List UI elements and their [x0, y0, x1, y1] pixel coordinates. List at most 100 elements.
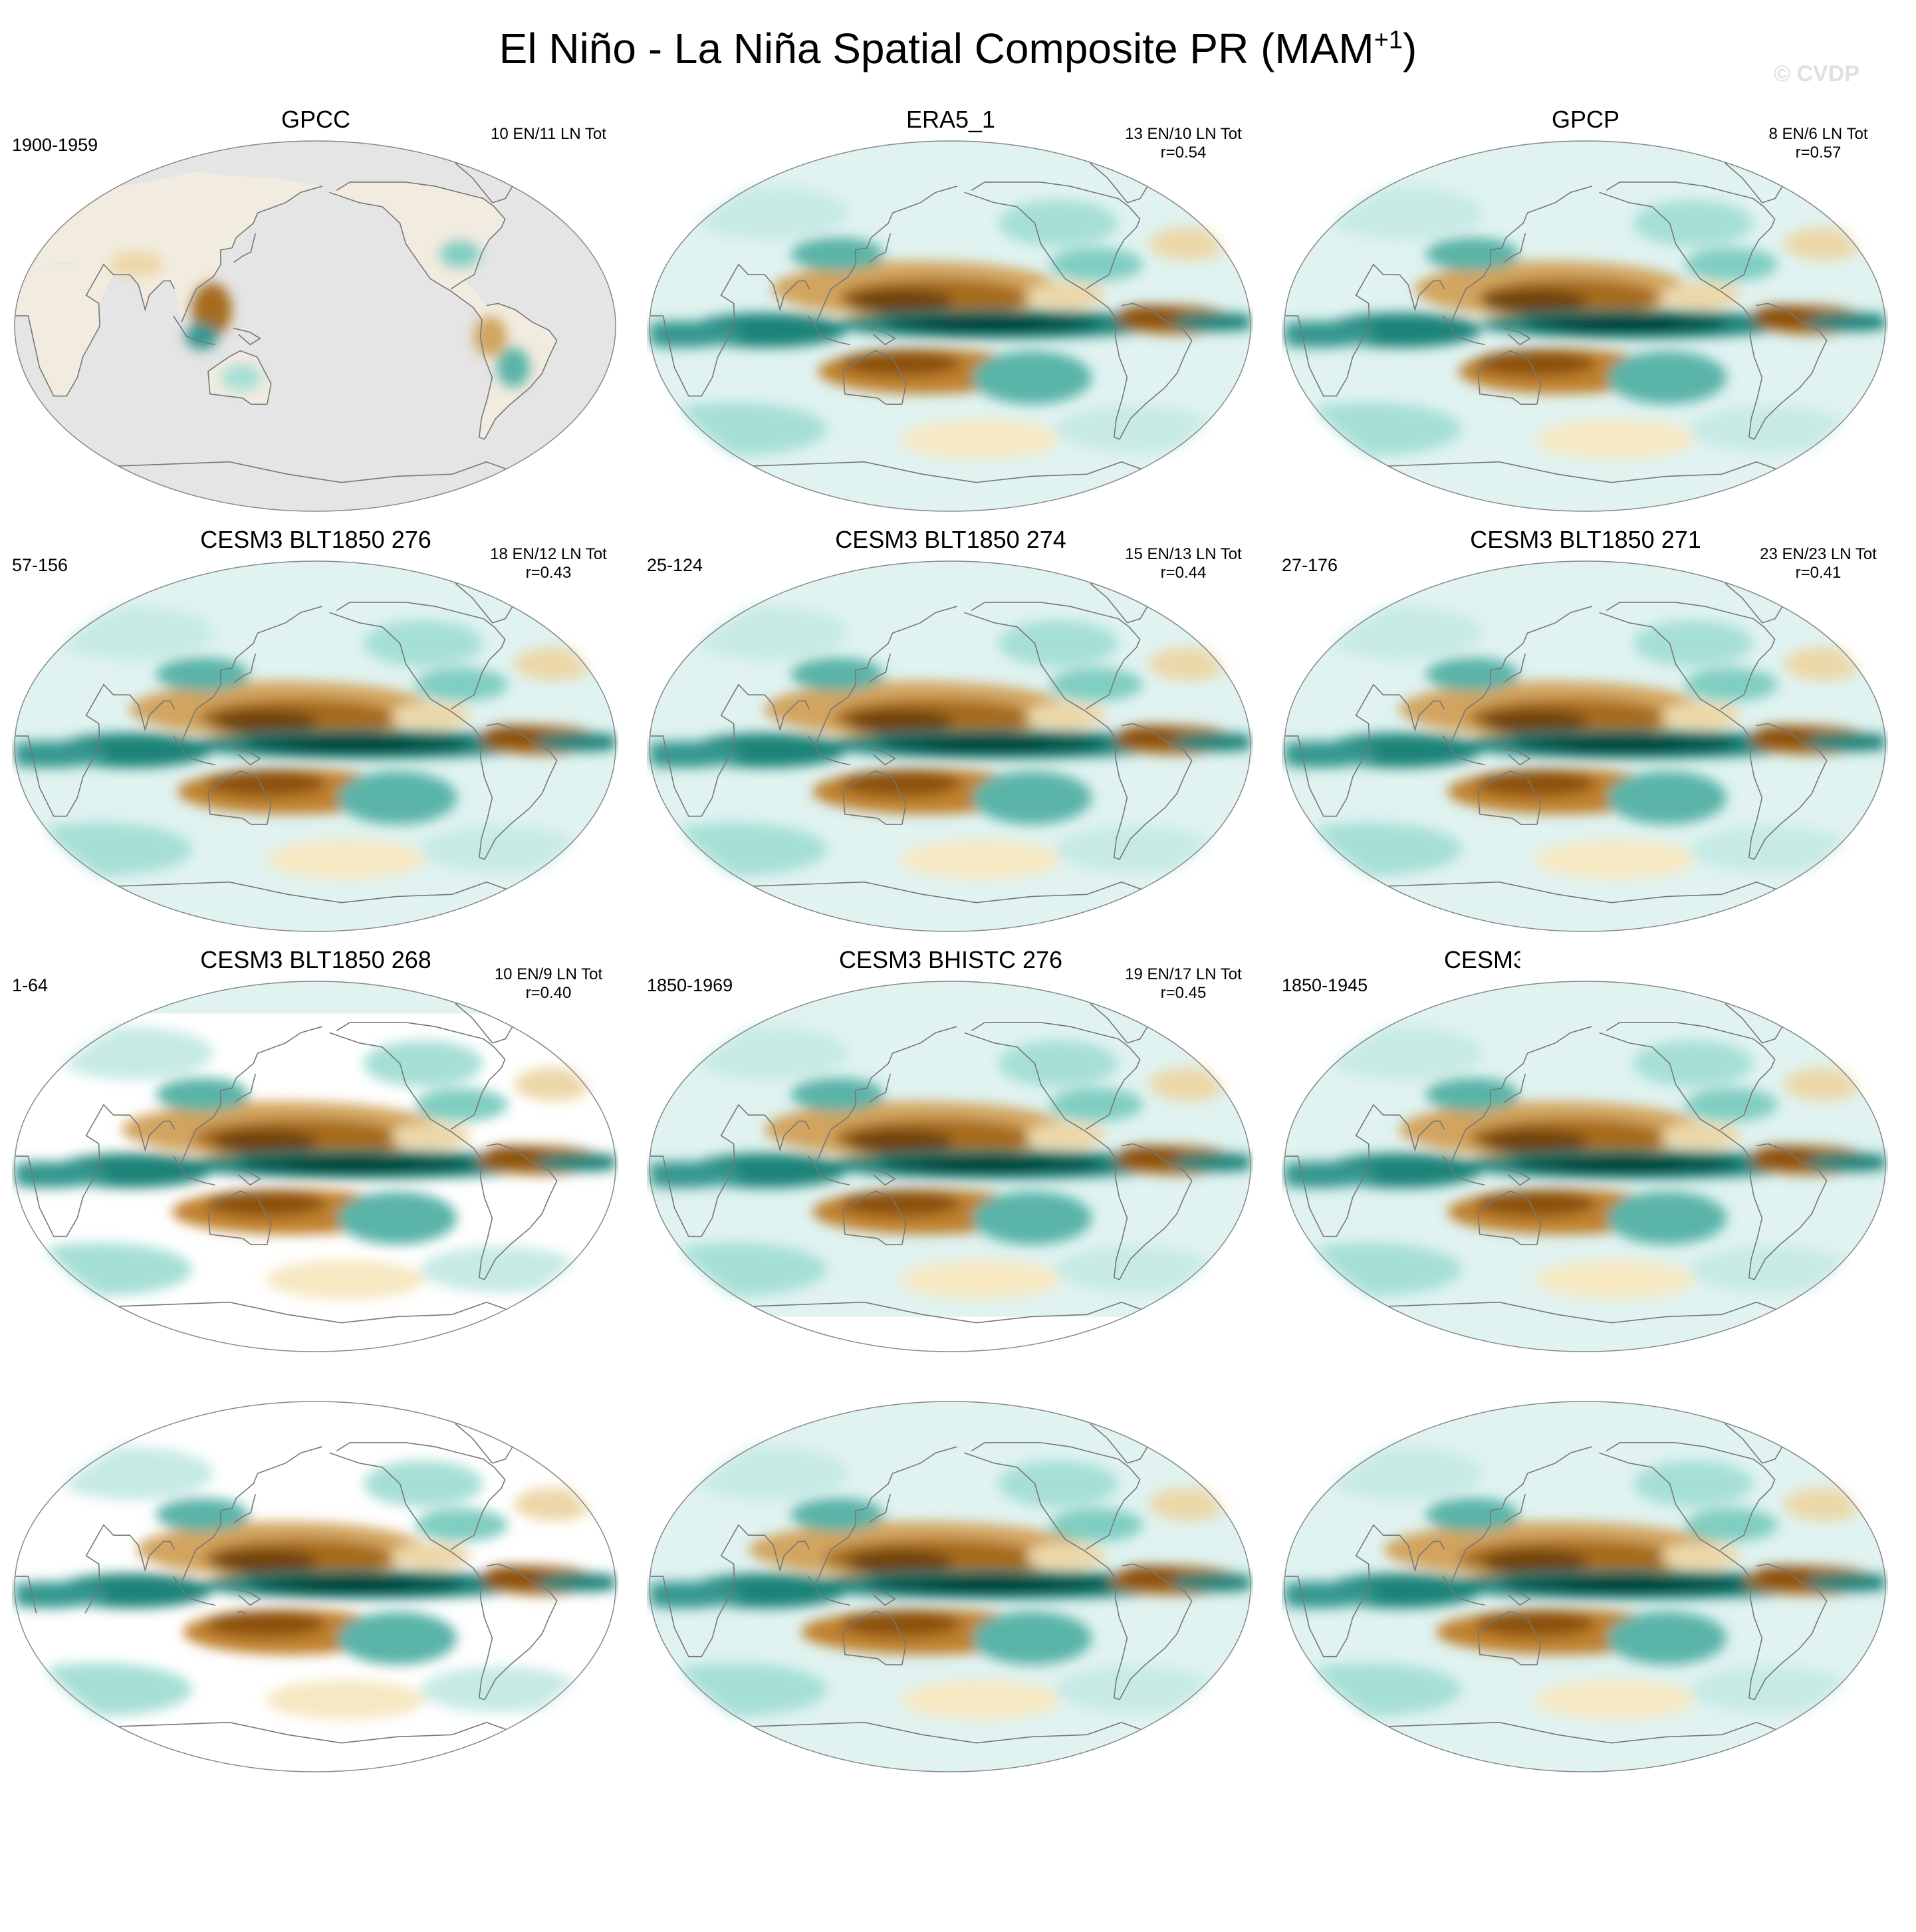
- anomaly-dry: [514, 648, 594, 681]
- map-panel-4xco2-276: CESM3 4xco2 276 4xco2 1-108 18 EN/16 LN …: [635, 1366, 1266, 1798]
- anomaly-wet: [1558, 1578, 1678, 1590]
- anomaly-wet: [440, 241, 480, 267]
- colorbar-tick-label: -4: [428, 1839, 457, 1876]
- anomaly-wet: [337, 1191, 457, 1245]
- map-panel-gpcp: GPCP 8 EN/6 LN Tot r=0.57: [1270, 105, 1901, 537]
- anomaly-dry: [514, 1488, 594, 1521]
- anomaly-wet: [12, 1663, 192, 1716]
- anomaly-dry: [1482, 1550, 1588, 1574]
- robinson-map: [1282, 558, 1888, 934]
- anomaly-dry: [901, 840, 1060, 880]
- colorbar-tick-label: 1: [1270, 1839, 1288, 1876]
- anomaly-wet: [1690, 1666, 1850, 1713]
- colorbar-swatch: [378, 1800, 443, 1831]
- colorbar-swatch: [765, 1800, 829, 1831]
- anomaly-wet: [1282, 1243, 1462, 1296]
- anomaly-wet: [12, 1243, 192, 1296]
- robinson-map: [647, 979, 1253, 1354]
- anomaly-dry: [1536, 420, 1695, 459]
- anomaly-dry: [212, 1550, 318, 1574]
- figure-title: El Niño - La Niña Spatial Composite PR (…: [0, 19, 1916, 78]
- colorbar-tick-label: .5: [1137, 1839, 1163, 1876]
- anomaly-wet: [790, 237, 884, 271]
- colorbar-tick-label: .25: [1064, 1839, 1108, 1876]
- colorbar-tick-labels: -5 -4 -3 -2 -1 -.75 -.5 -.25 -.1 0.1.25.5.75 1 2 3 4 5: [0, 1839, 1916, 1879]
- anomaly-wet: [1055, 1246, 1215, 1292]
- anomaly-dry: [901, 1680, 1060, 1720]
- anomaly-wet: [420, 826, 580, 872]
- colorbar-tick-label: 4: [1463, 1839, 1481, 1876]
- anomaly-dry: [1661, 282, 1741, 308]
- anomaly-dry: [847, 709, 953, 733]
- colorbar-swatch: [443, 1800, 507, 1831]
- anomaly-wet: [1282, 1663, 1462, 1716]
- colorbar: [314, 1800, 1601, 1831]
- anomaly-dry: [1784, 648, 1863, 681]
- map-panel-era5: ERA5_1 13 EN/10 LN Tot r=0.54: [635, 105, 1266, 537]
- anomaly-wet: [1607, 1191, 1727, 1245]
- colorbar-tick-label: -3: [493, 1839, 521, 1876]
- anomaly-wet: [337, 1612, 457, 1665]
- colorbar-swatch: [314, 1800, 378, 1831]
- anomaly-dry: [473, 316, 507, 356]
- anomaly-dry: [1784, 1488, 1863, 1521]
- robinson-map: [12, 979, 618, 1354]
- colorbar-swatch: [1150, 1800, 1215, 1831]
- anomaly-dry: [392, 702, 471, 729]
- anomaly-wet: [647, 822, 827, 876]
- anomaly-wet: [1558, 738, 1678, 750]
- colorbar-swatch: [571, 1800, 636, 1831]
- anomaly-dry: [1149, 1068, 1229, 1101]
- anomaly-wet: [790, 1078, 884, 1111]
- colorbar-tick-label: -.1: [874, 1839, 911, 1876]
- anomaly-dry: [1661, 1542, 1741, 1569]
- anomaly-dry: [266, 1680, 425, 1720]
- anomaly-dry: [1149, 648, 1229, 681]
- colorbar-units: mm/day: [0, 1876, 1916, 1916]
- anomaly-wet: [289, 1158, 408, 1170]
- anomaly-wet: [289, 1578, 408, 1590]
- map-panel-4xco2-271: CESM3 4xco2 271 4xco2 1-132 21 EN/26 LN …: [1270, 1366, 1901, 1798]
- anomaly-wet: [790, 658, 884, 691]
- colorbar-tick-label: -.25: [801, 1839, 856, 1876]
- anomaly-dry: [1482, 709, 1588, 733]
- colorbar-swatch: [1022, 1800, 1086, 1831]
- colorbar-swatch: [636, 1800, 700, 1831]
- colorbar-tick-label: 0: [949, 1839, 967, 1876]
- anomaly-wet: [221, 364, 261, 391]
- colorbar-swatch: [957, 1800, 1022, 1831]
- colorbar-swatch: [1472, 1800, 1536, 1831]
- anomaly-dry: [1536, 1260, 1695, 1300]
- colorbar-swatch: [507, 1800, 571, 1831]
- anomaly-dry: [1661, 702, 1741, 729]
- anomaly-wet: [923, 738, 1043, 750]
- anomaly-wet: [12, 822, 192, 876]
- robinson-map: [1282, 979, 1888, 1354]
- anomaly-dry: [847, 289, 953, 313]
- colorbar-swatch: [1279, 1800, 1344, 1831]
- anomaly-wet: [972, 351, 1092, 404]
- robinson-map: [12, 558, 618, 934]
- anomaly-wet: [156, 658, 249, 691]
- anomaly-wet: [1425, 237, 1518, 271]
- robinson-map: [647, 138, 1253, 514]
- anomaly-wet: [923, 318, 1043, 330]
- robinson-map: [647, 558, 1253, 934]
- robinson-map: [12, 138, 618, 514]
- colorbar-tick-label: 5: [1528, 1839, 1546, 1876]
- anomaly-wet: [156, 1498, 249, 1531]
- anomaly-wet: [289, 738, 408, 750]
- anomaly-dry: [901, 1260, 1060, 1300]
- colorbar-swatch: [893, 1800, 957, 1831]
- colorbar-swatch: [1086, 1800, 1151, 1831]
- map-panel-bhistc-271: CESM3 BHISTC 271 1850-1981 21 EN/21 LN T…: [0, 1366, 632, 1798]
- colorbar-swatch: [700, 1800, 765, 1831]
- colorbar-tick-label: -.75: [672, 1839, 727, 1876]
- anomaly-dry: [514, 1068, 594, 1101]
- anomaly-dry: [1026, 1542, 1106, 1569]
- anomaly-dry: [1536, 1680, 1695, 1720]
- anomaly-dry: [1149, 227, 1229, 261]
- anomaly-dry: [212, 709, 318, 733]
- anomaly-wet: [497, 347, 530, 387]
- anomaly-wet: [156, 1078, 249, 1111]
